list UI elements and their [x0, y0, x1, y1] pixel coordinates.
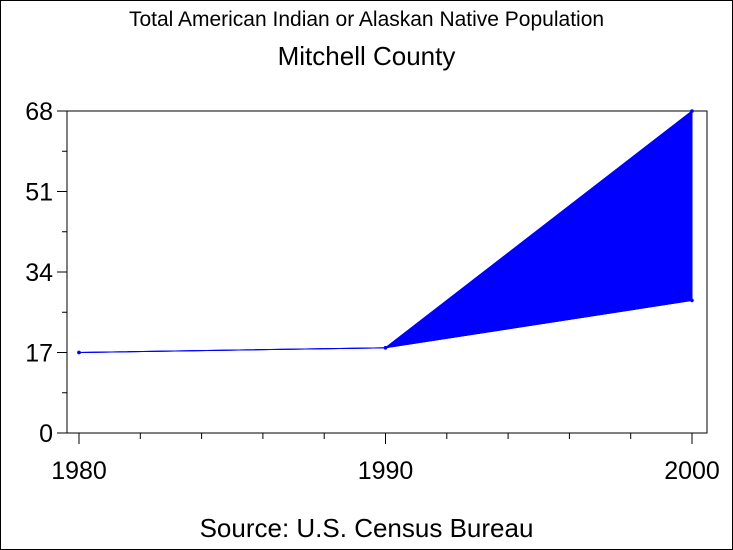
chart-marks [77, 109, 694, 355]
y-tick-label-3: 51 [25, 179, 53, 207]
data-point-1-1 [383, 345, 388, 350]
x-tick-label-2: 2000 [664, 457, 720, 485]
data-point-1-0 [77, 350, 81, 355]
y-tick-label-0: 0 [39, 420, 53, 448]
data-point-0-2 [690, 298, 694, 303]
y-tick-label-4: 68 [25, 98, 53, 126]
y-tick-label-2: 34 [25, 259, 53, 287]
area-band [78, 109, 693, 353]
y-tick-label-1: 17 [25, 340, 53, 368]
x-tick-label-0: 1980 [51, 457, 107, 485]
chart-axes: 0 17 34 51 68 1980 1990 2000 [25, 98, 720, 485]
chart-subtitle: Mitchell County [277, 41, 456, 71]
x-tick-label-1: 1990 [358, 457, 414, 485]
chart-title: Total American Indian or Alaskan Native … [128, 8, 605, 31]
data-point-1-2 [690, 109, 694, 113]
chart-source: Source: U.S. Census Bureau [199, 513, 534, 543]
